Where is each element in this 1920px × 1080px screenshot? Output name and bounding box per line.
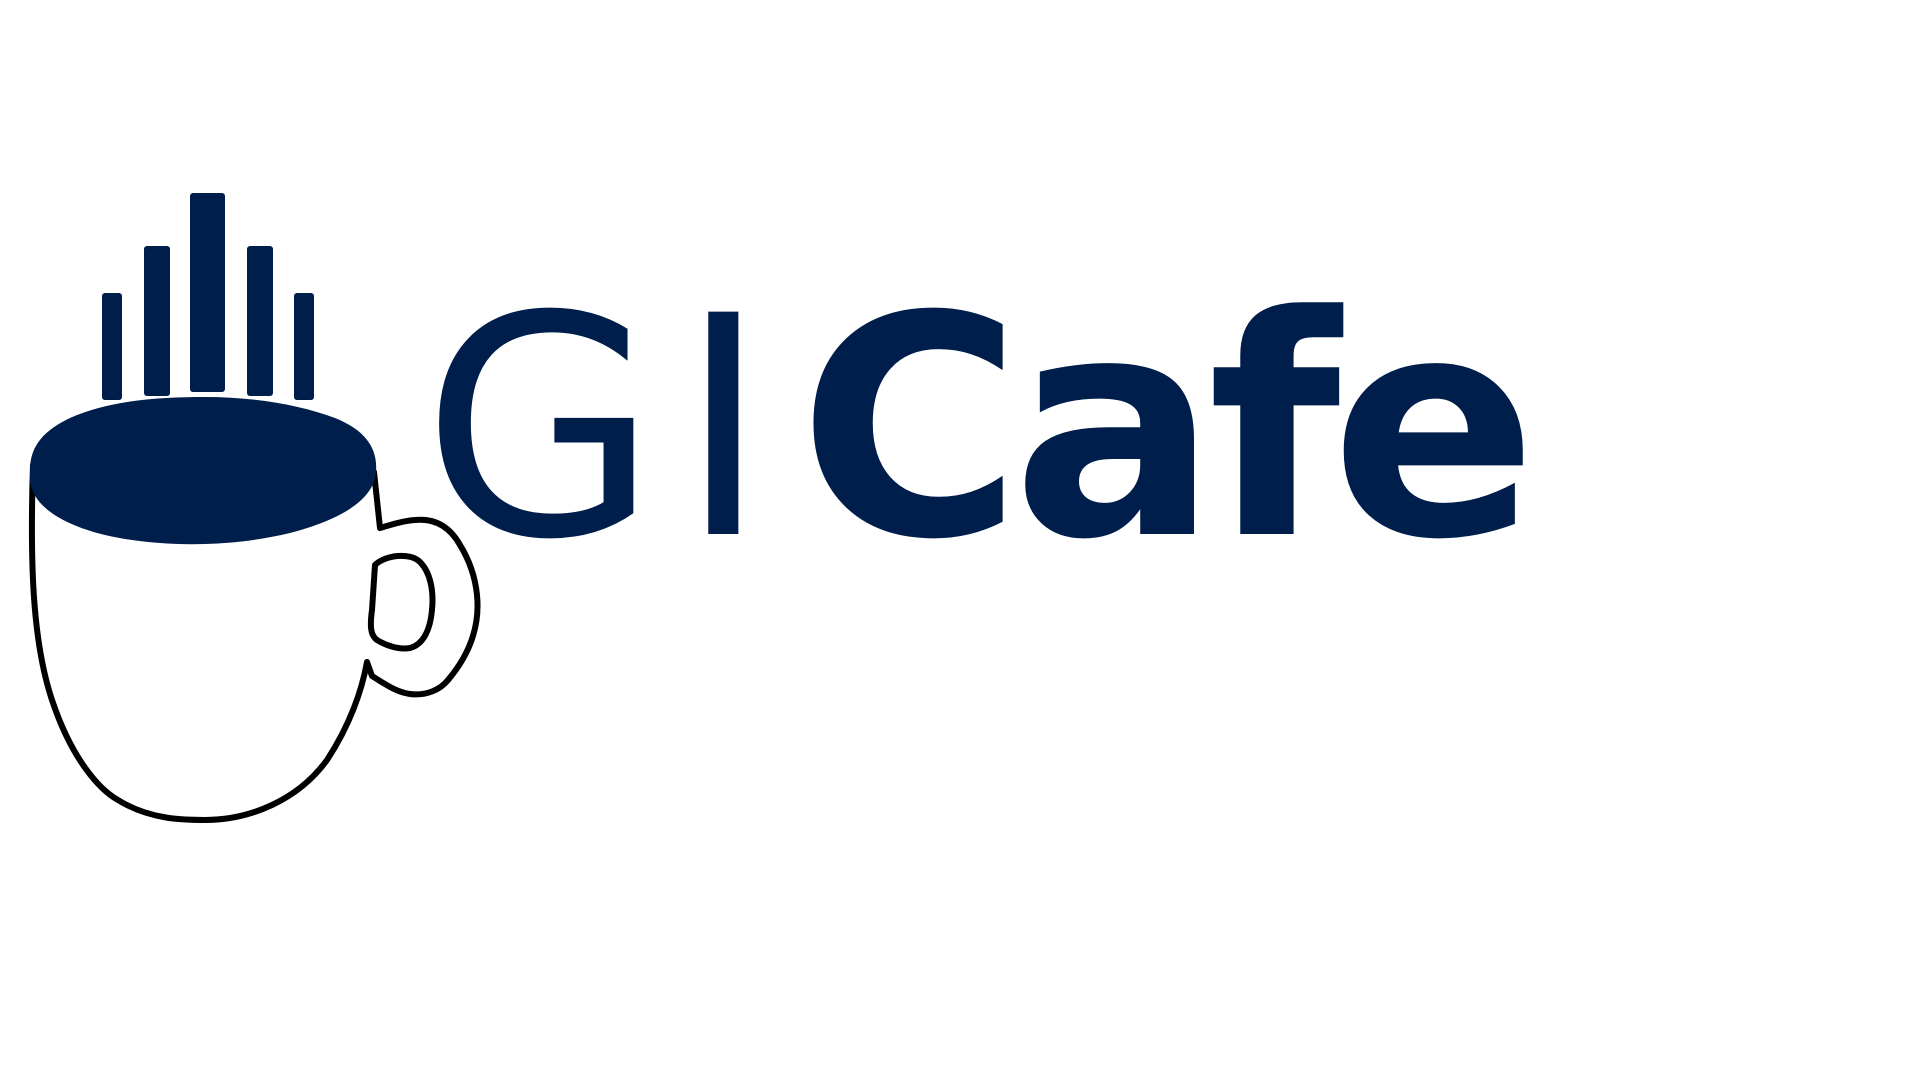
coffee-surface — [30, 397, 377, 545]
brand-text-light: GI — [422, 250, 789, 606]
steam-bar — [247, 246, 273, 396]
steam-bar — [190, 193, 225, 392]
brand-text-bold: Cafe — [798, 250, 1537, 606]
brand-wordmark: GI Cafe — [422, 250, 1538, 606]
mug-handle-hole — [367, 552, 436, 652]
steam-bar — [294, 293, 314, 400]
steam-bar — [102, 293, 122, 400]
steam-bars-icon — [102, 193, 314, 400]
mug-body — [28, 462, 481, 823]
steam-bar — [144, 246, 170, 396]
